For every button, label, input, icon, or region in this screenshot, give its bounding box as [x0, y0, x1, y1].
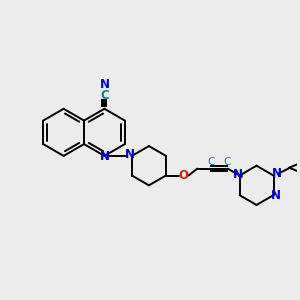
- Text: N: N: [271, 189, 281, 202]
- Text: O: O: [178, 169, 189, 182]
- Text: C: C: [207, 157, 215, 167]
- Text: N: N: [99, 78, 110, 91]
- Text: N: N: [232, 168, 243, 181]
- Text: N: N: [125, 148, 135, 161]
- Text: C: C: [223, 157, 230, 167]
- Text: C: C: [100, 88, 109, 101]
- Text: N: N: [99, 150, 110, 164]
- Text: N: N: [272, 167, 281, 180]
